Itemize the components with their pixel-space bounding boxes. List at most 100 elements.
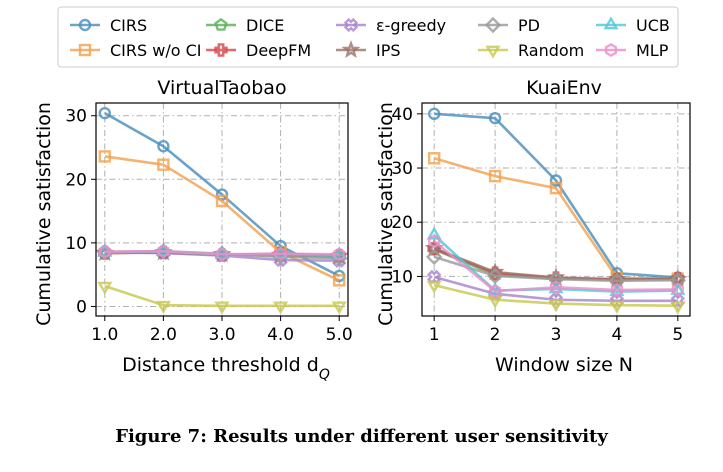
x-axis-label: Distance threshold dQ (122, 354, 330, 383)
data-point (426, 280, 442, 294)
data-point (426, 226, 442, 240)
y-tick-label: 30 (391, 159, 413, 179)
data-point (274, 246, 287, 261)
legend-entry-cirs-w-o-ci: CIRS w/o CI (70, 41, 202, 60)
y-tick-label: 0 (76, 297, 87, 317)
data-point (610, 282, 623, 297)
data-point (157, 244, 170, 259)
legend-entry-random: Random (478, 41, 584, 60)
legend-entry-cirs: CIRS (70, 16, 147, 35)
legend: CIRS CIRS w/o CI DICE DeepFM ε-greedy IPS PD Ra… (57, 6, 679, 68)
series-line (104, 284, 340, 308)
virtualtaobao-chart: VirtualTaobao Cumulative satisfaction Di… (33, 77, 353, 383)
legend-entry-ucb: UCB (596, 16, 670, 35)
x-tick-label: 2.0 (150, 325, 177, 345)
data-point (214, 301, 230, 315)
y-tick-label: 10 (391, 267, 413, 287)
data-point (273, 301, 289, 315)
legend-marker (341, 40, 361, 59)
series-mlp (98, 244, 346, 262)
series-line (433, 283, 678, 307)
data-point (98, 150, 111, 163)
series-line (433, 240, 678, 293)
legend-label: CIRS (110, 16, 147, 35)
legend-marker (603, 16, 619, 30)
legend-entry-ips: IPS (336, 40, 401, 60)
data-point (549, 280, 563, 295)
series-pd (425, 248, 687, 289)
legend-entry-deepfm: DeepFM (206, 41, 311, 60)
legend-label: DICE (246, 16, 284, 35)
data-point (214, 245, 230, 259)
data-point (488, 169, 502, 183)
legend-marker (343, 17, 359, 33)
legend-entry-epsilon-greedy: ε-greedy (336, 16, 446, 35)
data-point (215, 247, 229, 262)
data-point (157, 140, 170, 153)
data-point (670, 301, 686, 315)
data-point (669, 272, 687, 289)
legend-label: UCB (636, 16, 670, 35)
data-point (97, 281, 113, 295)
y-tick-label: 10 (65, 234, 87, 254)
y-tick-label: 40 (391, 105, 413, 125)
data-point (427, 107, 441, 121)
x-tick-label: 1 (429, 325, 440, 345)
chart-title: KuaiEnv (526, 77, 602, 99)
y-tick-label: 20 (391, 213, 413, 233)
legend-label: MLP (636, 41, 669, 60)
data-point (157, 158, 170, 171)
x-tick-label: 5 (672, 325, 683, 345)
series-line (433, 255, 678, 283)
series-line (433, 234, 678, 293)
legend-marker (484, 16, 502, 34)
legend-marker (78, 43, 92, 57)
data-point (609, 300, 625, 314)
series-line (104, 249, 340, 256)
x-tick-label: 3.0 (208, 325, 235, 345)
legend-marker (604, 43, 618, 57)
data-point (548, 299, 564, 313)
series-group (424, 107, 688, 315)
data-point (155, 300, 171, 314)
legend-entry-pd: PD (478, 16, 540, 35)
legend-marker (78, 18, 92, 32)
x-tick-label: 3 (551, 325, 562, 345)
legend-label: DeepFM (246, 41, 311, 60)
y-axis-label: Cumulative satisfaction (375, 102, 397, 326)
data-point (98, 106, 111, 120)
data-point (427, 152, 441, 165)
data-point (215, 194, 229, 208)
data-point (333, 247, 346, 262)
ticks: 1.0 2.0 3.0 4.0 5.0 0 10 20 30 (65, 107, 352, 345)
x-tick-label: 5.0 (326, 325, 353, 345)
series-line (433, 247, 678, 281)
data-point (671, 282, 684, 297)
legend-marker (214, 43, 228, 57)
series-group (95, 106, 349, 315)
y-axis-label: Cumulative satisfaction (33, 102, 55, 326)
legend-label: IPS (376, 41, 401, 60)
legend-label: Random (518, 41, 584, 60)
legend-label: PD (518, 16, 540, 35)
figure-caption: Figure 7: Results under different user s… (115, 426, 608, 447)
data-point (549, 181, 563, 195)
legend-entry-dice: DICE (206, 16, 284, 35)
data-point (98, 244, 111, 259)
series-mlp (428, 234, 684, 299)
data-point (331, 301, 347, 315)
data-point (549, 174, 563, 187)
legend-marker (485, 45, 501, 59)
x-tick-label: 4 (611, 325, 622, 345)
data-point (488, 111, 502, 125)
series-line (104, 155, 340, 282)
data-point (489, 284, 502, 299)
y-tick-label: 20 (65, 170, 87, 190)
series-random (97, 281, 347, 315)
y-tick-label: 30 (65, 107, 87, 127)
x-axis-label: Window size N (495, 354, 633, 376)
data-point (547, 270, 565, 288)
series-line (434, 112, 678, 279)
x-tick-label: 1.0 (91, 325, 118, 345)
